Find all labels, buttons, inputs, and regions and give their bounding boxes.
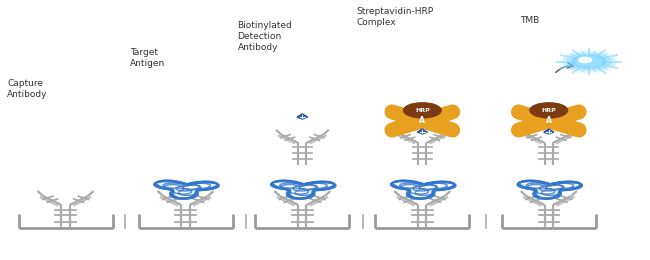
Text: A: A	[546, 116, 552, 126]
Circle shape	[414, 118, 431, 124]
Text: HRP: HRP	[541, 108, 556, 113]
Polygon shape	[417, 114, 428, 119]
Circle shape	[562, 51, 616, 72]
Circle shape	[572, 55, 606, 68]
Circle shape	[567, 53, 611, 70]
Polygon shape	[417, 129, 427, 134]
Polygon shape	[544, 129, 554, 134]
Text: A: A	[419, 116, 425, 126]
Circle shape	[530, 103, 567, 118]
Text: Target
Antigen: Target Antigen	[131, 48, 166, 68]
Polygon shape	[297, 114, 307, 119]
Text: Biotinylated
Detection
Antibody: Biotinylated Detection Antibody	[237, 21, 292, 53]
Circle shape	[576, 56, 602, 67]
Text: Streptavidin-HRP
Complex: Streptavidin-HRP Complex	[356, 6, 434, 27]
Circle shape	[404, 103, 441, 118]
Circle shape	[540, 118, 557, 124]
Circle shape	[578, 57, 592, 63]
Text: TMB: TMB	[519, 16, 539, 25]
Polygon shape	[543, 114, 554, 119]
Text: HRP: HRP	[415, 108, 430, 113]
Text: Capture
Antibody: Capture Antibody	[7, 79, 47, 99]
